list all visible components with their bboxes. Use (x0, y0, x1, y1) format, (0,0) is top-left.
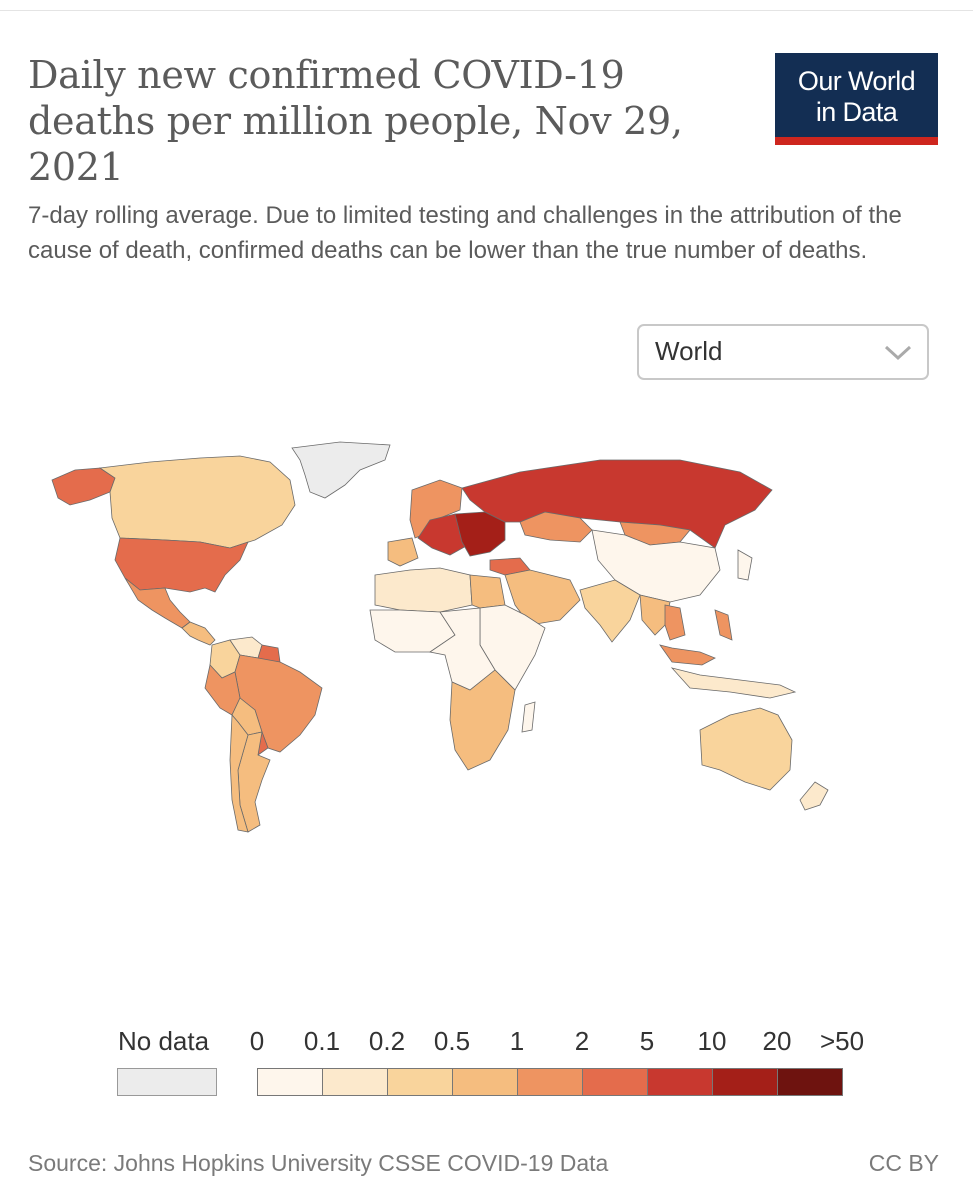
legend-bin-8[interactable] (777, 1068, 843, 1096)
legend-no-data-swatch (117, 1068, 217, 1096)
region-philippines[interactable]: Philippines (714, 609, 733, 641)
world-map[interactable]: Greenland Alaska Canada United States Me… (0, 430, 973, 850)
region-north-africa[interactable]: North Africa (374, 567, 473, 613)
region-china[interactable]: China (591, 529, 721, 603)
legend-threshold-label: 10 (697, 1026, 727, 1056)
region-southern-africa[interactable]: Southern Africa (449, 669, 516, 771)
license-label[interactable]: CC BY (868, 1150, 939, 1176)
legend-bin-1[interactable] (322, 1068, 388, 1096)
legend-threshold-label: 0.5 (433, 1026, 471, 1056)
region-middle-east[interactable]: Middle East (504, 569, 581, 626)
legend-threshold-label: >50 (819, 1026, 865, 1056)
region-central-america[interactable]: Central America (181, 621, 216, 646)
legend-bin-3[interactable] (452, 1068, 518, 1096)
region-malaysia[interactable]: Malaysia (659, 644, 716, 666)
region-southeast-asia[interactable]: Southeast Asia (639, 594, 671, 636)
region-canada[interactable]: Canada (98, 455, 296, 549)
region-kazakhstan[interactable]: Kazakhstan (519, 511, 593, 543)
region-selector-value: World (655, 336, 723, 366)
region-new-zealand[interactable]: New Zealand (799, 781, 829, 811)
legend-threshold-label: 1 (509, 1026, 525, 1056)
region-chile[interactable]: Chile (229, 713, 249, 833)
legend-threshold-label: 5 (639, 1026, 655, 1056)
legend-threshold-label: 2 (574, 1026, 590, 1056)
legend-threshold-label: 0.2 (368, 1026, 406, 1056)
legend-threshold-label: 0 (249, 1026, 265, 1056)
legend-threshold-label: 20 (762, 1026, 792, 1056)
legend-bin-2[interactable] (387, 1068, 453, 1096)
region-australia[interactable]: Australia (699, 707, 793, 791)
legend-no-data-label: No data (118, 1026, 210, 1056)
region-vietnam[interactable]: Vietnam (664, 604, 686, 641)
region-east-africa[interactable]: East Africa (521, 701, 536, 733)
chevron-down-icon (884, 345, 912, 361)
owid-logo[interactable]: Our World in Data (775, 53, 938, 145)
legend-bin-7[interactable] (712, 1068, 778, 1096)
region-indonesia[interactable]: Indonesia (670, 667, 797, 699)
chart-title: Daily new confirmed COVID-19 deaths per … (28, 53, 683, 189)
region-japan[interactable]: Japan (737, 549, 753, 581)
region-india[interactable]: India (579, 579, 641, 643)
legend-bin-4[interactable] (517, 1068, 583, 1096)
region-iberia[interactable]: Iberia (387, 537, 419, 567)
legend-bin-0[interactable] (257, 1068, 323, 1096)
logo-text: Our World in Data (797, 66, 916, 127)
region-selector[interactable]: World (637, 324, 929, 380)
region-greenland[interactable]: Greenland (291, 441, 391, 499)
top-divider (0, 10, 973, 11)
legend-threshold-label: 0.1 (303, 1026, 341, 1056)
legend-bin-6[interactable] (647, 1068, 713, 1096)
region-alaska[interactable]: Alaska (51, 467, 116, 506)
source-note[interactable]: Source: Johns Hopkins University CSSE CO… (28, 1150, 609, 1176)
chart-subtitle: 7-day rolling average. Due to limited te… (28, 202, 902, 264)
legend: No data 0 0.1 0.2 0.5 1 2 5 10 20 >50 (0, 1020, 973, 1100)
region-egypt[interactable]: Egypt (469, 574, 506, 609)
legend-bin-5[interactable] (582, 1068, 648, 1096)
